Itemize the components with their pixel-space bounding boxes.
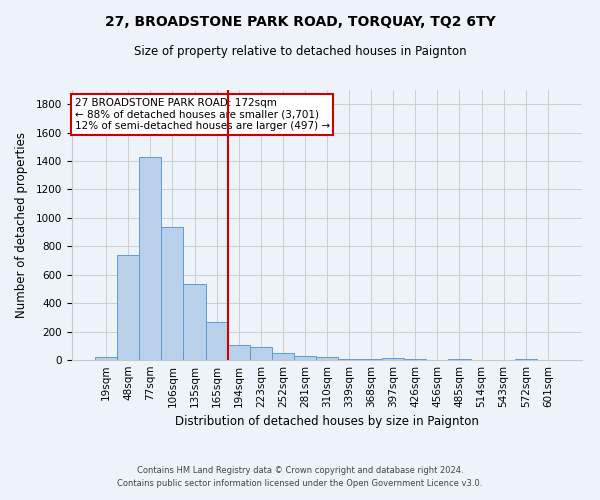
Y-axis label: Number of detached properties: Number of detached properties (14, 132, 28, 318)
Bar (139, 157, 161, 360)
Bar (161, 227, 184, 360)
Bar (338, 359, 360, 360)
Bar (206, 322, 227, 360)
Bar (184, 284, 206, 360)
Text: 27, BROADSTONE PARK ROAD, TORQUAY, TQ2 6TY: 27, BROADSTONE PARK ROAD, TORQUAY, TQ2 6… (104, 15, 496, 29)
Bar (294, 356, 316, 360)
Bar (250, 347, 272, 360)
Text: 27 BROADSTONE PARK ROAD: 172sqm
← 88% of detached houses are smaller (3,701)
12%: 27 BROADSTONE PARK ROAD: 172sqm ← 88% of… (74, 98, 329, 132)
Text: Contains HM Land Registry data © Crown copyright and database right 2024.
Contai: Contains HM Land Registry data © Crown c… (118, 466, 482, 487)
Bar (272, 353, 294, 360)
Bar (117, 255, 139, 360)
Bar (95, 357, 117, 360)
Text: Size of property relative to detached houses in Paignton: Size of property relative to detached ho… (134, 45, 466, 58)
Bar (382, 358, 404, 360)
X-axis label: Distribution of detached houses by size in Paignton: Distribution of detached houses by size … (175, 416, 479, 428)
Bar (227, 345, 250, 360)
Bar (316, 358, 338, 360)
